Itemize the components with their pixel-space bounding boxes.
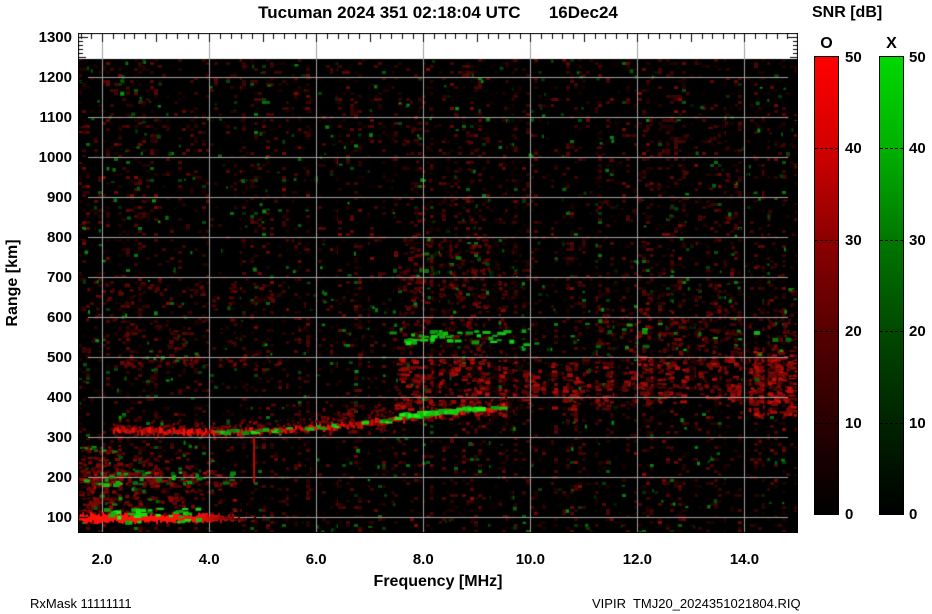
colorbar-tick-label: 50 [909,49,926,66]
y-tick-label: 1100 [39,109,72,126]
y-tick-label: 500 [46,349,72,366]
x-tick-label: 12.0 [622,551,652,568]
y-tick-label: 1000 [38,149,72,166]
colorbar-tick-label: 20 [845,323,862,341]
colorbar-tick-mark [815,331,838,333]
ionogram-canvas [78,33,798,533]
rxmask-annotation: RxMask 11111111 [30,596,132,611]
chart-title: Tucuman 2024 351 02:18:04 UTC 16Dec24 [258,3,618,22]
colorbar-tick-label: 30 [845,231,862,249]
colorbar-tick-mark [880,331,903,333]
x-tick-label: 14.0 [729,551,760,568]
colorbar-tick-label: 40 [909,140,926,158]
x-axis-label: Frequency [MHz] [373,573,503,590]
colorbar-tick-mark [815,148,838,150]
colorbar-legend-title: SNR [dB] [812,4,883,21]
colorbar-tick-label: 30 [909,231,926,249]
y-tick-label: 300 [46,429,72,446]
colorbar-o-gradient [814,56,839,515]
x-tick-label: 4.0 [198,551,220,568]
o-mode-label: O [820,35,833,52]
x-tick-label: 6.0 [305,551,327,568]
colorbar-tick-mark [815,239,838,241]
y-tick-label: 1300 [38,29,72,46]
x-tick-label: 8.0 [412,551,434,568]
x-tick-label: 10.0 [515,551,545,568]
colorbar-tick-label: 20 [909,323,926,341]
y-tick-label: 700 [46,269,72,286]
filename-annotation: VIPIR TMJ20_2024351021804.RIQ [592,596,801,611]
y-tick-label: 200 [46,469,72,486]
x-mode-label: X [886,35,897,52]
colorbar-tick-label: 0 [909,506,918,523]
colorbar-tick-label: 40 [845,140,862,158]
colorbar-tick-mark [880,239,903,241]
y-tick-label: 100 [46,509,72,526]
colorbar-tick-mark [880,422,903,424]
colorbar-tick-label: 10 [909,414,926,432]
colorbar-tick-label: 50 [845,49,862,66]
colorbar-x-gradient [879,56,904,515]
colorbar-tick-mark [880,148,903,150]
y-tick-label: 600 [46,309,72,326]
y-tick-label: 900 [46,189,72,206]
colorbar-tick-label: 10 [845,414,862,432]
colorbar-tick-mark [815,422,838,424]
x-tick-label: 2.0 [91,551,113,568]
colorbar-tick-label: 0 [845,506,854,523]
y-tick-label: 800 [46,229,72,246]
y-tick-label: 1200 [38,69,72,86]
y-tick-label: 400 [46,389,72,406]
